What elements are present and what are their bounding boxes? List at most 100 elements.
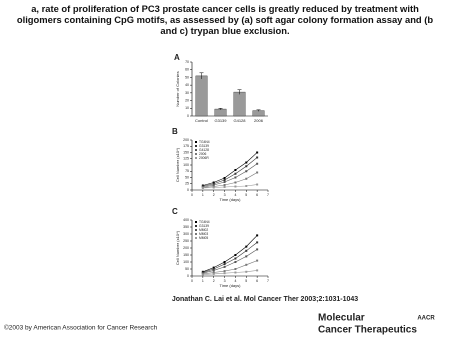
legend-swatch — [195, 221, 197, 223]
y-tick-label: 0 — [187, 114, 189, 118]
y-tick-label: 300 — [183, 232, 189, 236]
y-axis-title: Cell Number (x10⁴) — [175, 147, 180, 182]
point — [212, 186, 215, 189]
point — [234, 176, 237, 179]
point — [223, 184, 226, 186]
legend-swatch — [195, 229, 197, 231]
legend-label: MM02 — [199, 228, 208, 232]
y-tick-label: 50 — [185, 267, 189, 271]
y-tick-label: 125 — [183, 157, 189, 161]
publisher: AACR — [417, 316, 435, 322]
y-tick-label: 70 — [185, 60, 189, 64]
legend-swatch — [195, 233, 197, 235]
y-tick-label: 25 — [185, 182, 189, 186]
point — [245, 177, 248, 180]
x-tick-label: 6 — [256, 279, 258, 283]
legend-label: TG4N4 — [199, 220, 210, 224]
bar — [233, 91, 246, 117]
point — [245, 255, 248, 258]
x-tick-label: 2 — [213, 193, 215, 197]
point — [245, 185, 248, 187]
point — [245, 263, 248, 266]
y-tick-label: 60 — [185, 68, 189, 72]
y-tick-label: 175 — [183, 144, 189, 148]
x-axis-title: Time (days) — [220, 283, 242, 288]
x-tick-label: 4 — [234, 193, 236, 197]
point — [212, 271, 215, 274]
point — [201, 187, 204, 189]
legend-swatch — [195, 225, 197, 227]
bar — [252, 110, 265, 117]
point — [234, 254, 237, 256]
y-tick-label: 200 — [183, 246, 189, 250]
point — [234, 271, 237, 274]
x-tick-label: 6 — [256, 193, 258, 197]
series-line — [202, 157, 258, 187]
panel-label: B — [172, 127, 178, 136]
point — [223, 186, 226, 188]
figure-title: a, rate of proliferation of PC3 prostate… — [16, 3, 434, 36]
point — [256, 171, 259, 174]
x-tick-label: 1 — [202, 193, 204, 197]
legend-label: 2006 — [199, 152, 207, 156]
y-tick-label: 0 — [187, 188, 189, 192]
point — [256, 248, 259, 251]
x-tick-label: 1 — [202, 279, 204, 283]
y-tick-label: 400 — [183, 218, 189, 222]
point — [223, 263, 226, 266]
series-line — [202, 172, 258, 188]
y-tick-label: 20 — [185, 98, 189, 102]
point — [256, 162, 259, 165]
point — [256, 151, 259, 154]
legend-label: G3139 — [199, 144, 209, 148]
point — [245, 161, 248, 164]
point — [256, 156, 259, 159]
journal-name: Cancer Therapeutics — [318, 325, 417, 336]
point — [245, 249, 248, 252]
legend-swatch — [195, 157, 197, 159]
series-line — [202, 270, 258, 275]
y-tick-label: 75 — [185, 169, 189, 173]
legend-label: 2006R — [199, 156, 209, 160]
copyright: ©2003 by American Association for Cancer… — [4, 324, 158, 332]
point — [223, 177, 226, 179]
point — [245, 170, 248, 173]
legend-swatch — [195, 141, 197, 143]
point — [256, 183, 259, 186]
x-tick-label: 0 — [191, 279, 193, 283]
point — [223, 179, 226, 181]
y-tick-label: 150 — [183, 150, 189, 154]
x-tick-label: G4128 — [233, 118, 246, 123]
y-axis-title: Number of Colonies — [175, 71, 180, 106]
point — [256, 269, 259, 272]
series-line — [202, 235, 258, 273]
point — [212, 266, 215, 269]
y-tick-label: 200 — [183, 138, 189, 142]
y-tick-label: 0 — [187, 274, 189, 278]
point — [245, 245, 248, 248]
point — [212, 269, 215, 272]
y-tick-label: 250 — [183, 239, 189, 243]
legend-swatch — [195, 237, 197, 239]
x-tick-label: 3 — [224, 279, 226, 283]
x-tick-label: 7 — [267, 279, 269, 283]
journal-name: Molecular — [318, 313, 365, 324]
point — [245, 165, 248, 168]
x-tick-label: 4 — [234, 279, 236, 283]
point — [234, 172, 237, 175]
point — [234, 181, 237, 184]
point — [223, 261, 226, 263]
point — [212, 272, 215, 275]
x-tick-label: 3 — [224, 193, 226, 197]
series-line — [202, 249, 258, 274]
x-tick-label: G3139 — [214, 118, 227, 123]
legend-swatch — [195, 153, 197, 155]
point — [223, 272, 226, 275]
point — [234, 268, 237, 270]
x-tick-label: 0 — [191, 193, 193, 197]
legend-label: TG4N4 — [199, 140, 210, 144]
point — [223, 265, 226, 268]
series-line — [202, 260, 258, 275]
